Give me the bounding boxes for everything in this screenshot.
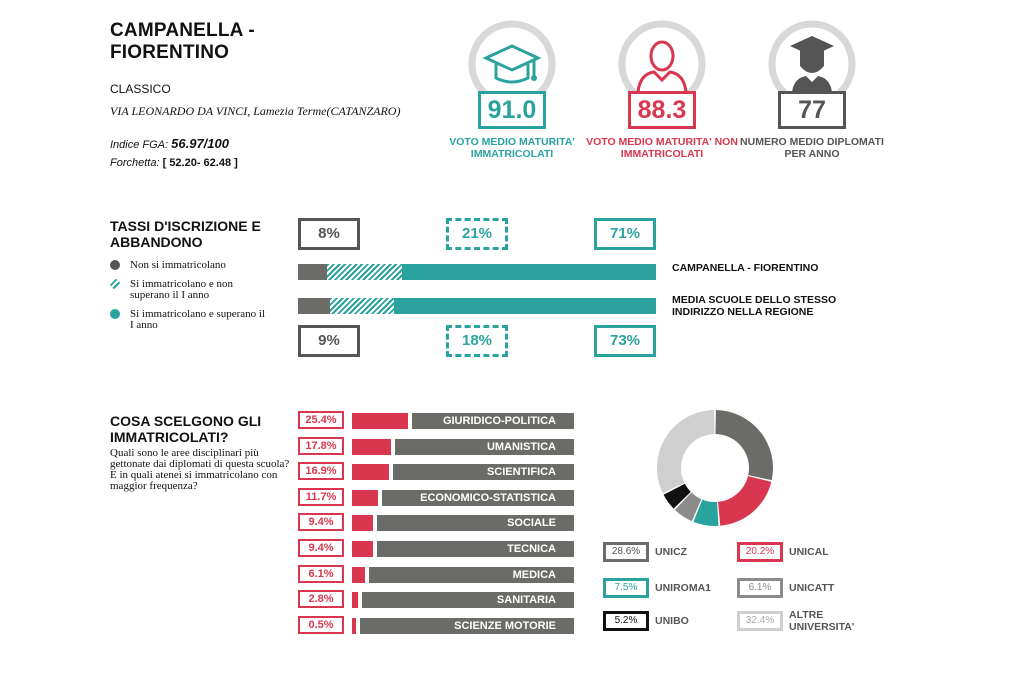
bar-seg-passed	[394, 298, 656, 314]
university-name: UNICZ	[655, 546, 688, 558]
stat-label: VOTO MEDIO MATURITA' NON IMMATRICOLATI	[586, 136, 738, 160]
bar-seg-not-enrolled	[298, 298, 330, 314]
pct-not-enrolled-school: 8%	[298, 218, 360, 250]
bar-seg-passed	[402, 264, 656, 280]
university-percent: 28.6%	[603, 542, 649, 562]
choices-description: Quali sono le aree disciplinari più gett…	[110, 447, 290, 492]
stat-value: 91.0	[478, 91, 546, 129]
pct-passed-region: 73%	[594, 325, 656, 357]
enrollment-title: TASSI D'ISCRIZIONE E ABBANDONO	[110, 218, 261, 250]
university-name: UNICATT	[789, 582, 835, 594]
pct-dropout-school: 21%	[446, 218, 508, 250]
university-percent: 6.1%	[737, 578, 783, 598]
bar-label-region: MEDIA SCUOLE DELLO STESSO INDIRIZZO NELL…	[672, 294, 837, 318]
teal-dot-icon	[110, 309, 120, 319]
discipline-row: 16.9% SCIENTIFICA	[298, 462, 574, 480]
discipline-row: 9.4% TECNICA	[298, 539, 574, 557]
discipline-percent: 17.8%	[298, 437, 344, 455]
bar-label-school: CAMPANELLA - FIORENTINO	[672, 262, 819, 274]
university-name: UNICAL	[789, 546, 829, 558]
range-value: [ 52.20- 62.48 ]	[162, 157, 238, 169]
fga-index: Indice FGA: 56.97/100	[110, 136, 229, 151]
graduation-cap-icon	[468, 20, 556, 108]
discipline-label: SANITARIA	[362, 592, 574, 608]
discipline-label: GIURIDICO-POLITICA	[412, 413, 574, 429]
discipline-bar	[352, 490, 378, 506]
school-type: CLASSICO	[110, 82, 171, 96]
discipline-percent: 16.9%	[298, 462, 344, 480]
graduate-person-icon	[768, 20, 856, 108]
discipline-percent: 2.8%	[298, 590, 344, 608]
fga-label: Indice FGA:	[110, 139, 169, 151]
university-name: UNIBO	[655, 615, 689, 627]
bar-seg-dropout	[327, 264, 402, 280]
pct-dropout-region: 18%	[446, 325, 508, 357]
discipline-percent: 9.4%	[298, 539, 344, 557]
discipline-row: 11.7% ECONOMICO-STATISTICA	[298, 488, 574, 506]
discipline-percent: 0.5%	[298, 616, 344, 634]
discipline-bar	[352, 439, 391, 455]
university-percent: 5.2%	[603, 611, 649, 631]
hatched-teal-dot-icon	[110, 279, 120, 289]
range-label: Forchetta:	[110, 157, 160, 169]
person-icon	[618, 20, 706, 108]
university-percent: 32.4%	[737, 611, 783, 631]
choices-title: COSA SCELGONO GLI IMMATRICOLATI?	[110, 413, 262, 445]
stat-label: VOTO MEDIO MATURITA' IMMATRICOLATI	[449, 136, 575, 160]
pct-not-enrolled-region: 9%	[298, 325, 360, 357]
discipline-label: SCIENTIFICA	[393, 464, 574, 480]
discipline-bar	[352, 464, 389, 480]
bar-school	[298, 264, 656, 280]
discipline-label: ECONOMICO-STATISTICA	[382, 490, 574, 506]
stat-value: 88.3	[628, 91, 696, 129]
stat-label: NUMERO MEDIO DIPLOMATI PER ANNO	[740, 136, 884, 160]
discipline-row: 9.4% SOCIALE	[298, 513, 574, 531]
university-percent: 20.2%	[737, 542, 783, 562]
discipline-bar	[352, 618, 356, 634]
discipline-label: TECNICA	[377, 541, 574, 557]
donut-slice-unicatt	[674, 492, 702, 522]
discipline-row: 25.4% GIURIDICO-POLITICA	[298, 411, 574, 429]
discipline-percent: 25.4%	[298, 411, 344, 429]
stat-value: 77	[778, 91, 846, 129]
university-name: UNIROMA1	[655, 582, 712, 594]
donut-slice-unical	[718, 476, 772, 526]
discipline-bar	[352, 413, 408, 429]
discipline-bar	[352, 592, 358, 608]
discipline-row: 6.1% MEDICA	[298, 565, 574, 583]
discipline-row: 0.5% SCIENZE MOTORIE	[298, 616, 574, 634]
school-name: CAMPANELLA - FIORENTINO	[110, 20, 255, 63]
bar-seg-not-enrolled	[298, 264, 327, 280]
discipline-label: SOCIALE	[377, 515, 574, 531]
stat-graduates-per-year: 77 NUMERO MEDIO DIPLOMATI PER ANNO	[736, 20, 886, 170]
discipline-percent: 6.1%	[298, 565, 344, 583]
donut-slice-uniroma1	[693, 499, 719, 526]
donut-slice-altre-universita-	[657, 410, 715, 494]
discipline-row: 2.8% SANITARIA	[298, 590, 574, 608]
discipline-percent: 9.4%	[298, 513, 344, 531]
universities-donut-chart	[657, 410, 773, 526]
discipline-label: UMANISTICA	[395, 439, 574, 455]
stat-avg-grade-not-enrolled: 88.3 VOTO MEDIO MATURITA' NON IMMATRICOL…	[586, 20, 738, 170]
discipline-label: MEDICA	[369, 567, 574, 583]
pct-passed-school: 71%	[594, 218, 656, 250]
stat-avg-grade-enrolled: 91.0 VOTO MEDIO MATURITA' IMMATRICOLATI	[436, 20, 586, 170]
grey-dot-icon	[110, 260, 120, 270]
fga-value: 56.97/100	[171, 136, 229, 151]
university-percent: 7.5%	[603, 578, 649, 598]
fga-range: Forchetta: [ 52.20- 62.48 ]	[110, 157, 238, 169]
discipline-bar	[352, 567, 365, 583]
university-name: ALTRE UNIVERSITA'	[789, 609, 855, 633]
school-address: VIA LEONARDO DA VINCI, Lamezia Terme(CAT…	[110, 104, 401, 118]
discipline-row: 17.8% UMANISTICA	[298, 437, 574, 455]
bar-seg-dropout	[330, 298, 394, 314]
bar-region	[298, 298, 656, 314]
donut-slice-unicz	[715, 410, 773, 481]
discipline-label: SCIENZE MOTORIE	[360, 618, 574, 634]
discipline-bar	[352, 541, 373, 557]
discipline-bar	[352, 515, 373, 531]
discipline-percent: 11.7%	[298, 488, 344, 506]
donut-slice-unibo	[663, 483, 691, 509]
